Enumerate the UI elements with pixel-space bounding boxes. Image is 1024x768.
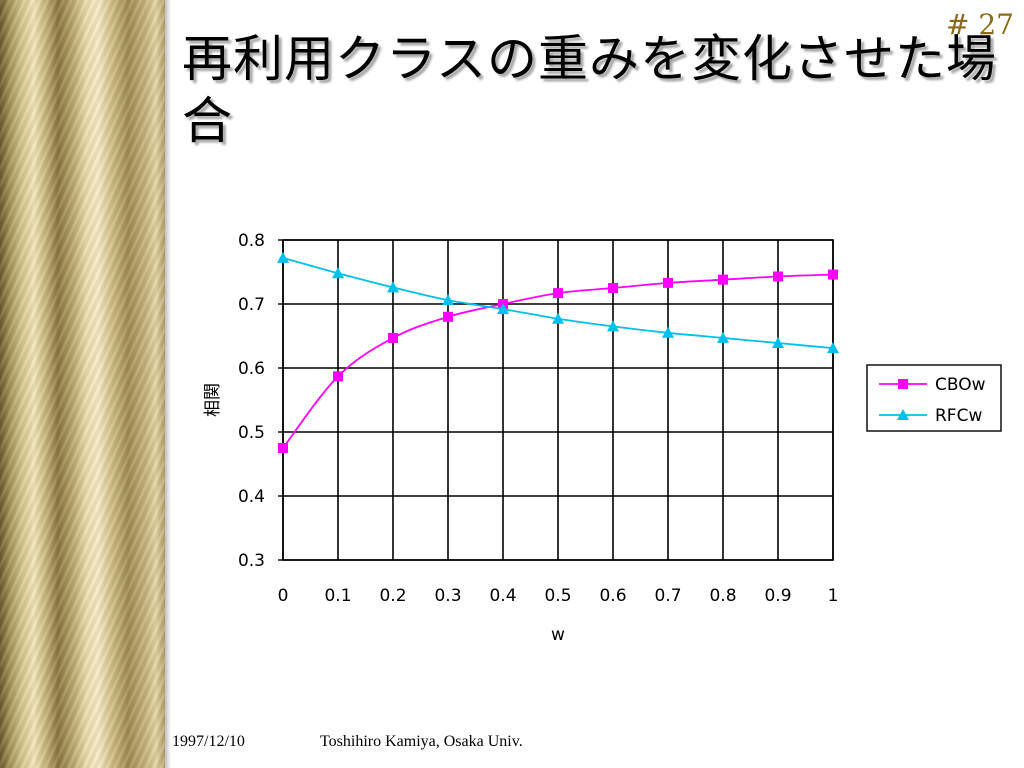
data-point-rfcw [277, 251, 289, 263]
footer-author: Toshihiro Kamiya, Osaka Univ. [320, 733, 523, 750]
data-point-rfcw [662, 326, 674, 338]
data-point-cbow [388, 332, 398, 343]
y-axis-label: 相関 [203, 383, 223, 417]
data-point-cbow [608, 283, 618, 293]
x-tick-label: 0.4 [489, 586, 516, 606]
legend-box [866, 364, 1002, 432]
decorative-gold-sidebar [0, 0, 171, 768]
data-point-cbow [333, 371, 343, 382]
series-layer [277, 251, 839, 453]
legend: CBOw RFCw [866, 364, 1002, 432]
series-rfcw [277, 251, 839, 354]
y-tick-label: 0.6 [238, 359, 265, 379]
data-point-cbow [553, 288, 563, 299]
x-tick-label: 0.9 [764, 586, 791, 606]
x-tick-label: 0.3 [434, 586, 461, 606]
data-point-cbow [278, 443, 288, 453]
legend-label-rfcw: RFCw [935, 406, 982, 426]
plot-border [282, 239, 834, 561]
data-point-rfcw [497, 303, 509, 315]
footer-date: 1997/12/10 [172, 733, 245, 750]
data-point-cbow [773, 271, 783, 282]
data-point-rfcw [442, 294, 454, 306]
x-tick-label: 0.5 [544, 586, 571, 606]
data-point-rfcw [332, 267, 344, 279]
data-point-cbow [663, 277, 673, 288]
slide-number: # 27 [946, 8, 1014, 41]
x-tick-label: 0 [278, 586, 289, 606]
x-tick-label: 0.8 [709, 586, 736, 606]
data-point-rfcw [607, 320, 619, 332]
y-tick-label: 0.8 [238, 231, 265, 251]
data-point-rfcw [772, 337, 784, 349]
grid-lines [282, 239, 834, 561]
y-tick-label: 0.5 [238, 423, 265, 443]
data-point-rfcw [717, 331, 729, 343]
x-axis-ticks: 0 0.1 0.2 0.3 0.4 0.5 0.6 0.7 0.8 0.9 1 [278, 586, 839, 606]
data-point-cbow [443, 311, 453, 322]
x-axis-label: w [551, 625, 565, 645]
slide-title: 再利用クラスの重みを変化させた場合 [182, 30, 997, 150]
x-tick-label: 0.6 [599, 586, 626, 606]
data-point-rfcw [387, 281, 399, 293]
data-point-rfcw [827, 342, 839, 354]
y-axis-ticks: 0.3 0.4 0.5 0.6 0.7 0.8 [238, 231, 283, 571]
legend-label-cbow: CBOw [935, 375, 986, 395]
x-tick-label: 0.2 [379, 586, 406, 606]
legend-marker-rfcw [897, 409, 909, 420]
x-tick-label: 1 [828, 586, 839, 606]
y-tick-label: 0.3 [238, 551, 265, 571]
data-point-cbow [828, 269, 838, 280]
x-tick-label: 0.7 [654, 586, 681, 606]
data-point-rfcw [552, 312, 564, 324]
y-tick-label: 0.4 [238, 487, 265, 507]
data-point-cbow [718, 274, 728, 285]
legend-marker-cbow [898, 379, 908, 389]
y-tick-label: 0.7 [238, 295, 265, 315]
x-tick-label: 0.1 [324, 586, 351, 606]
